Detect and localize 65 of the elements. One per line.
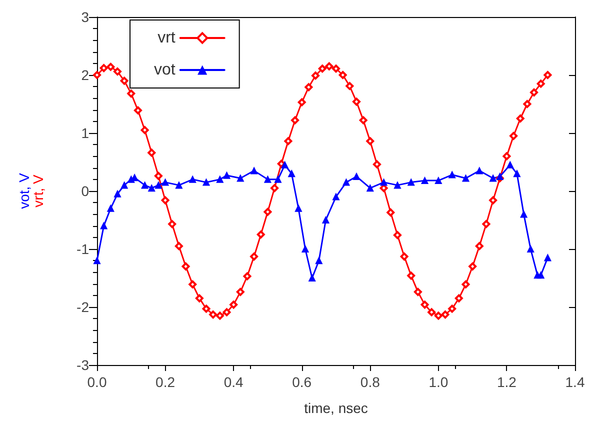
- point: [322, 216, 330, 224]
- point: [342, 178, 350, 186]
- point: [527, 246, 534, 252]
- point: [131, 174, 138, 182]
- y-tick-label: 0: [81, 183, 90, 199]
- point: [189, 176, 196, 183]
- point: [308, 274, 316, 282]
- point: [281, 161, 288, 168]
- point: [506, 161, 514, 168]
- point: [94, 257, 100, 264]
- point: [332, 193, 340, 200]
- x-tick-label: 0.6: [292, 374, 312, 390]
- x-axis-title: time, nsec: [304, 400, 368, 416]
- point: [496, 173, 504, 180]
- point: [107, 204, 114, 212]
- point: [462, 174, 470, 182]
- x-tick-label: 0.2: [156, 374, 176, 390]
- y-tick-label: 2: [81, 67, 90, 83]
- legend-label: vot: [154, 62, 176, 78]
- point: [148, 184, 156, 192]
- point: [520, 210, 528, 218]
- x-tick-label: 1.2: [496, 374, 517, 390]
- y-tick-label: 1: [81, 125, 90, 141]
- point: [421, 177, 428, 184]
- y-tick-label: -2: [76, 299, 90, 315]
- y-axis-title: vot, V vrt, V: [16, 172, 46, 209]
- x-tick-label: 1.4: [565, 374, 585, 390]
- point: [544, 254, 552, 262]
- point: [394, 182, 401, 189]
- point: [352, 173, 360, 180]
- point: [434, 177, 442, 184]
- point: [120, 182, 128, 189]
- point: [154, 182, 162, 189]
- point: [476, 167, 483, 174]
- legend-label: vrt: [158, 30, 176, 46]
- point: [380, 178, 388, 186]
- point: [223, 172, 230, 179]
- point: [175, 182, 182, 189]
- point: [264, 176, 272, 183]
- point: [490, 174, 497, 182]
- point: [141, 182, 148, 189]
- point: [288, 170, 296, 178]
- point: [114, 190, 121, 198]
- point: [250, 167, 258, 174]
- point: [408, 178, 415, 186]
- y-tick-label: 3: [81, 9, 90, 25]
- point: [294, 204, 302, 212]
- point: [315, 257, 322, 264]
- point: [202, 178, 210, 186]
- point: [274, 176, 282, 183]
- point: [236, 174, 244, 182]
- point: [513, 170, 520, 178]
- point: [302, 246, 309, 252]
- x-tick-label: 1.0: [428, 374, 448, 390]
- point: [100, 222, 108, 230]
- point: [537, 272, 544, 279]
- point: [448, 171, 456, 178]
- y-tick-label: -1: [76, 241, 90, 257]
- point: [162, 178, 169, 186]
- y-tick-label: -3: [76, 357, 90, 373]
- x-tick-label: 0.0: [87, 374, 107, 390]
- x-tick-label: 0.4: [224, 374, 244, 390]
- point: [216, 176, 224, 183]
- point: [366, 184, 374, 192]
- x-tick-label: 0.8: [360, 374, 380, 390]
